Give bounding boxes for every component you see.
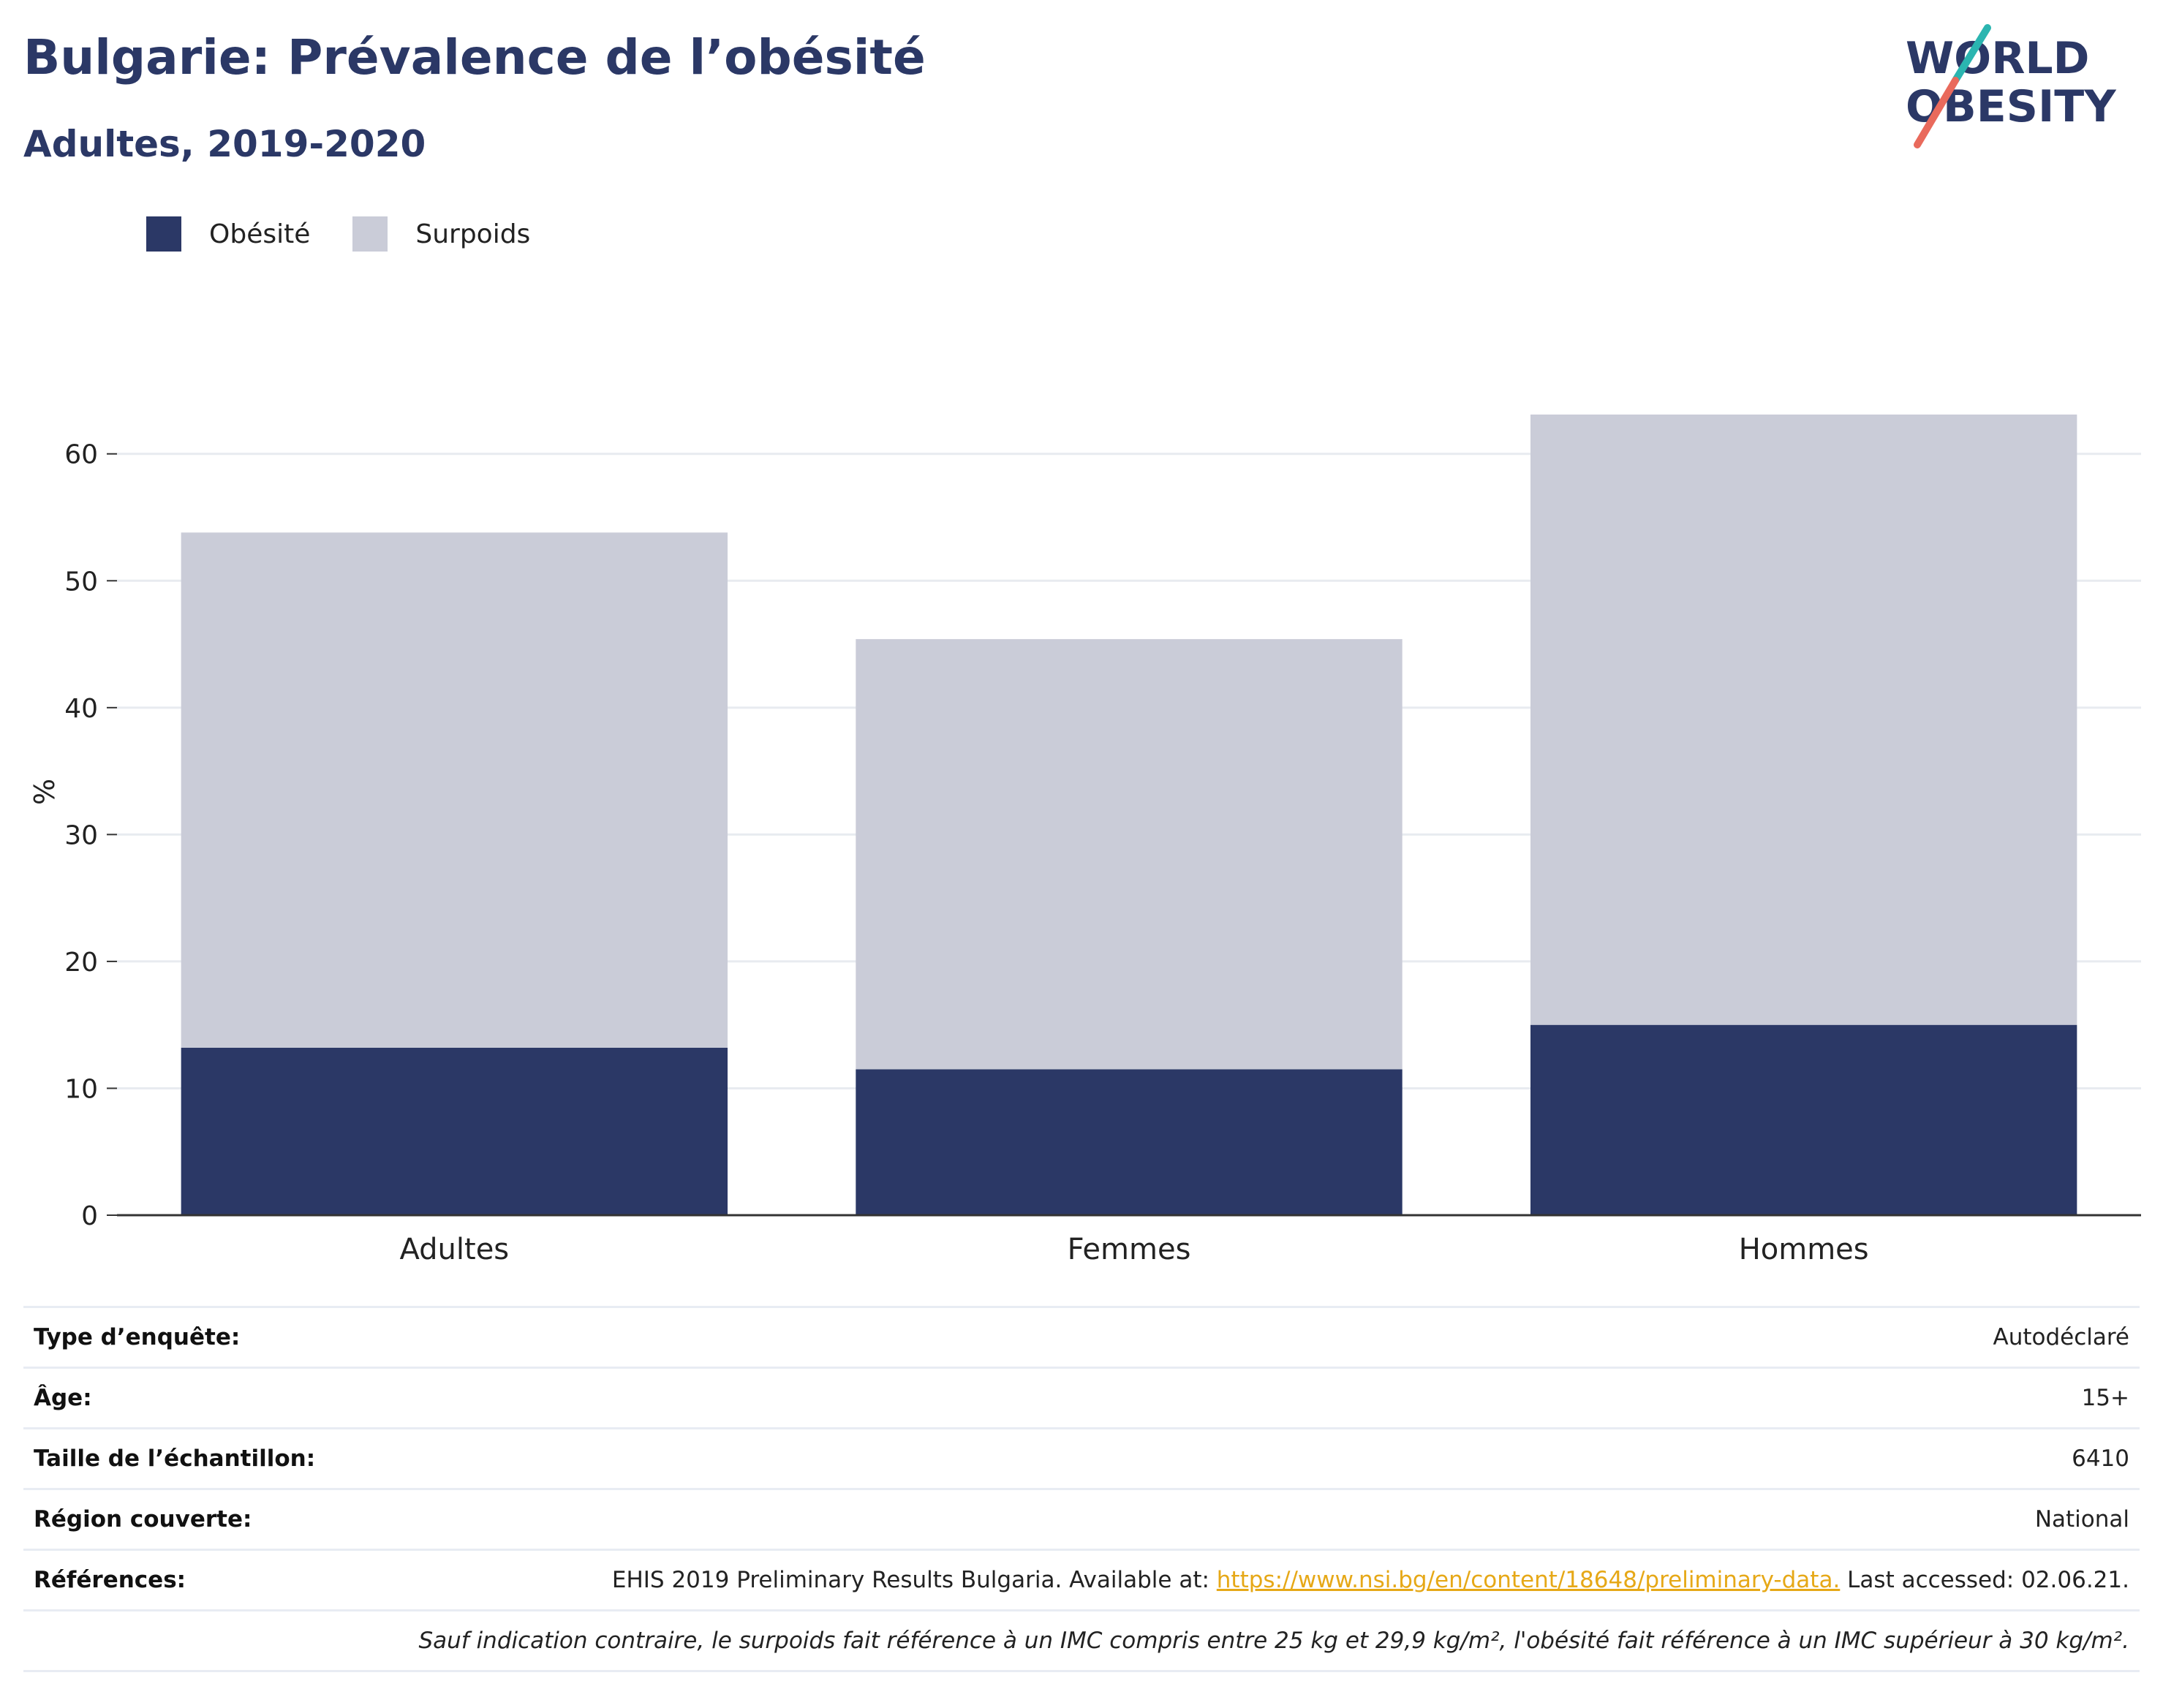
bar-obsit-femmes[interactable] xyxy=(856,1069,1403,1215)
bar-layer xyxy=(181,414,2077,1215)
chart-title: Bulgarie: Prévalence de l’obésité xyxy=(23,29,926,86)
region-label: Région couverte: xyxy=(23,1489,371,1551)
survey-info-table: Type d’enquête: Autodéclaré Âge: 15+ Tai… xyxy=(23,1306,2140,1672)
bar-surpoids-femmes[interactable] xyxy=(856,639,1403,1070)
age-value: 15+ xyxy=(371,1367,2140,1429)
table-row: Références: EHIS 2019 Preliminary Result… xyxy=(23,1549,2140,1611)
table-row: Type d’enquête: Autodéclaré xyxy=(23,1306,2140,1369)
region-value: National xyxy=(371,1489,2140,1551)
logo-slash-coral xyxy=(1914,77,1959,148)
references-value: EHIS 2019 Preliminary Results Bulgaria. … xyxy=(371,1549,2140,1611)
reference-suffix: Last accessed: 02.06.21. xyxy=(1840,1567,2129,1593)
bar-surpoids-hommes[interactable] xyxy=(1530,414,2077,1025)
reference-link[interactable]: https://www.nsi.bg/en/content/18648/prel… xyxy=(1216,1567,1841,1593)
stacked-bar-chart: 0 10 20 30 40 50 60 Adultes Femmes Hommes % xyxy=(29,414,2141,1266)
chart-subtitle: Adultes, 2019-2020 xyxy=(23,123,426,165)
logo-slash-teal xyxy=(1952,24,1991,84)
logo-text-world: WORLD xyxy=(1906,33,2089,84)
y-tick-label: 30 xyxy=(64,820,98,850)
table-row: Région couverte: National xyxy=(23,1489,2140,1551)
age-label: Âge: xyxy=(23,1367,371,1429)
references-label: Références: xyxy=(23,1549,371,1611)
axis-layer: 0 10 20 30 40 50 60 Adultes Femmes Hommes xyxy=(64,440,2141,1266)
y-tick-label: 10 xyxy=(64,1074,98,1104)
legend-swatch-obesite xyxy=(146,216,181,252)
bar-obsit-hommes[interactable] xyxy=(1530,1024,2077,1215)
y-axis-label: % xyxy=(29,779,61,805)
legend-item-surpoids[interactable]: Surpoids xyxy=(352,216,530,252)
legend-swatch-surpoids xyxy=(352,216,388,252)
y-tick-label: 40 xyxy=(64,694,98,724)
legend-item-obesite[interactable]: Obésité xyxy=(146,216,310,252)
reference-prefix: EHIS 2019 Preliminary Results Bulgaria. … xyxy=(611,1567,1217,1593)
bmi-definition-note: Sauf indication contraire, le surpoids f… xyxy=(23,1610,2140,1672)
survey-type-label: Type d’enquête: xyxy=(23,1306,371,1369)
table-row: Âge: 15+ xyxy=(23,1367,2140,1429)
sample-size-label: Taille de l’échantillon: xyxy=(23,1428,371,1490)
sample-size-value: 6410 xyxy=(371,1428,2140,1490)
y-tick-label: 0 xyxy=(81,1201,98,1231)
x-tick-label: Hommes xyxy=(1739,1233,1869,1266)
bar-obsit-adultes[interactable] xyxy=(181,1047,728,1215)
chart-legend: Obésité Surpoids xyxy=(146,216,573,252)
table-row: Taille de l’échantillon: 6410 xyxy=(23,1428,2140,1490)
y-tick-label: 50 xyxy=(64,567,98,597)
y-tick-label: 20 xyxy=(64,948,98,978)
table-row: Sauf indication contraire, le surpoids f… xyxy=(23,1610,2140,1672)
bar-surpoids-adultes[interactable] xyxy=(181,532,728,1048)
x-tick-label: Femmes xyxy=(1068,1233,1191,1266)
legend-label-obesite: Obésité xyxy=(209,219,311,249)
legend-label-surpoids: Surpoids xyxy=(415,219,531,249)
y-tick-label: 60 xyxy=(64,440,98,470)
world-obesity-logo: WORLD OBESITY xyxy=(1906,24,2117,148)
survey-type-value: Autodéclaré xyxy=(371,1306,2140,1369)
x-tick-label: Adultes xyxy=(400,1233,510,1266)
